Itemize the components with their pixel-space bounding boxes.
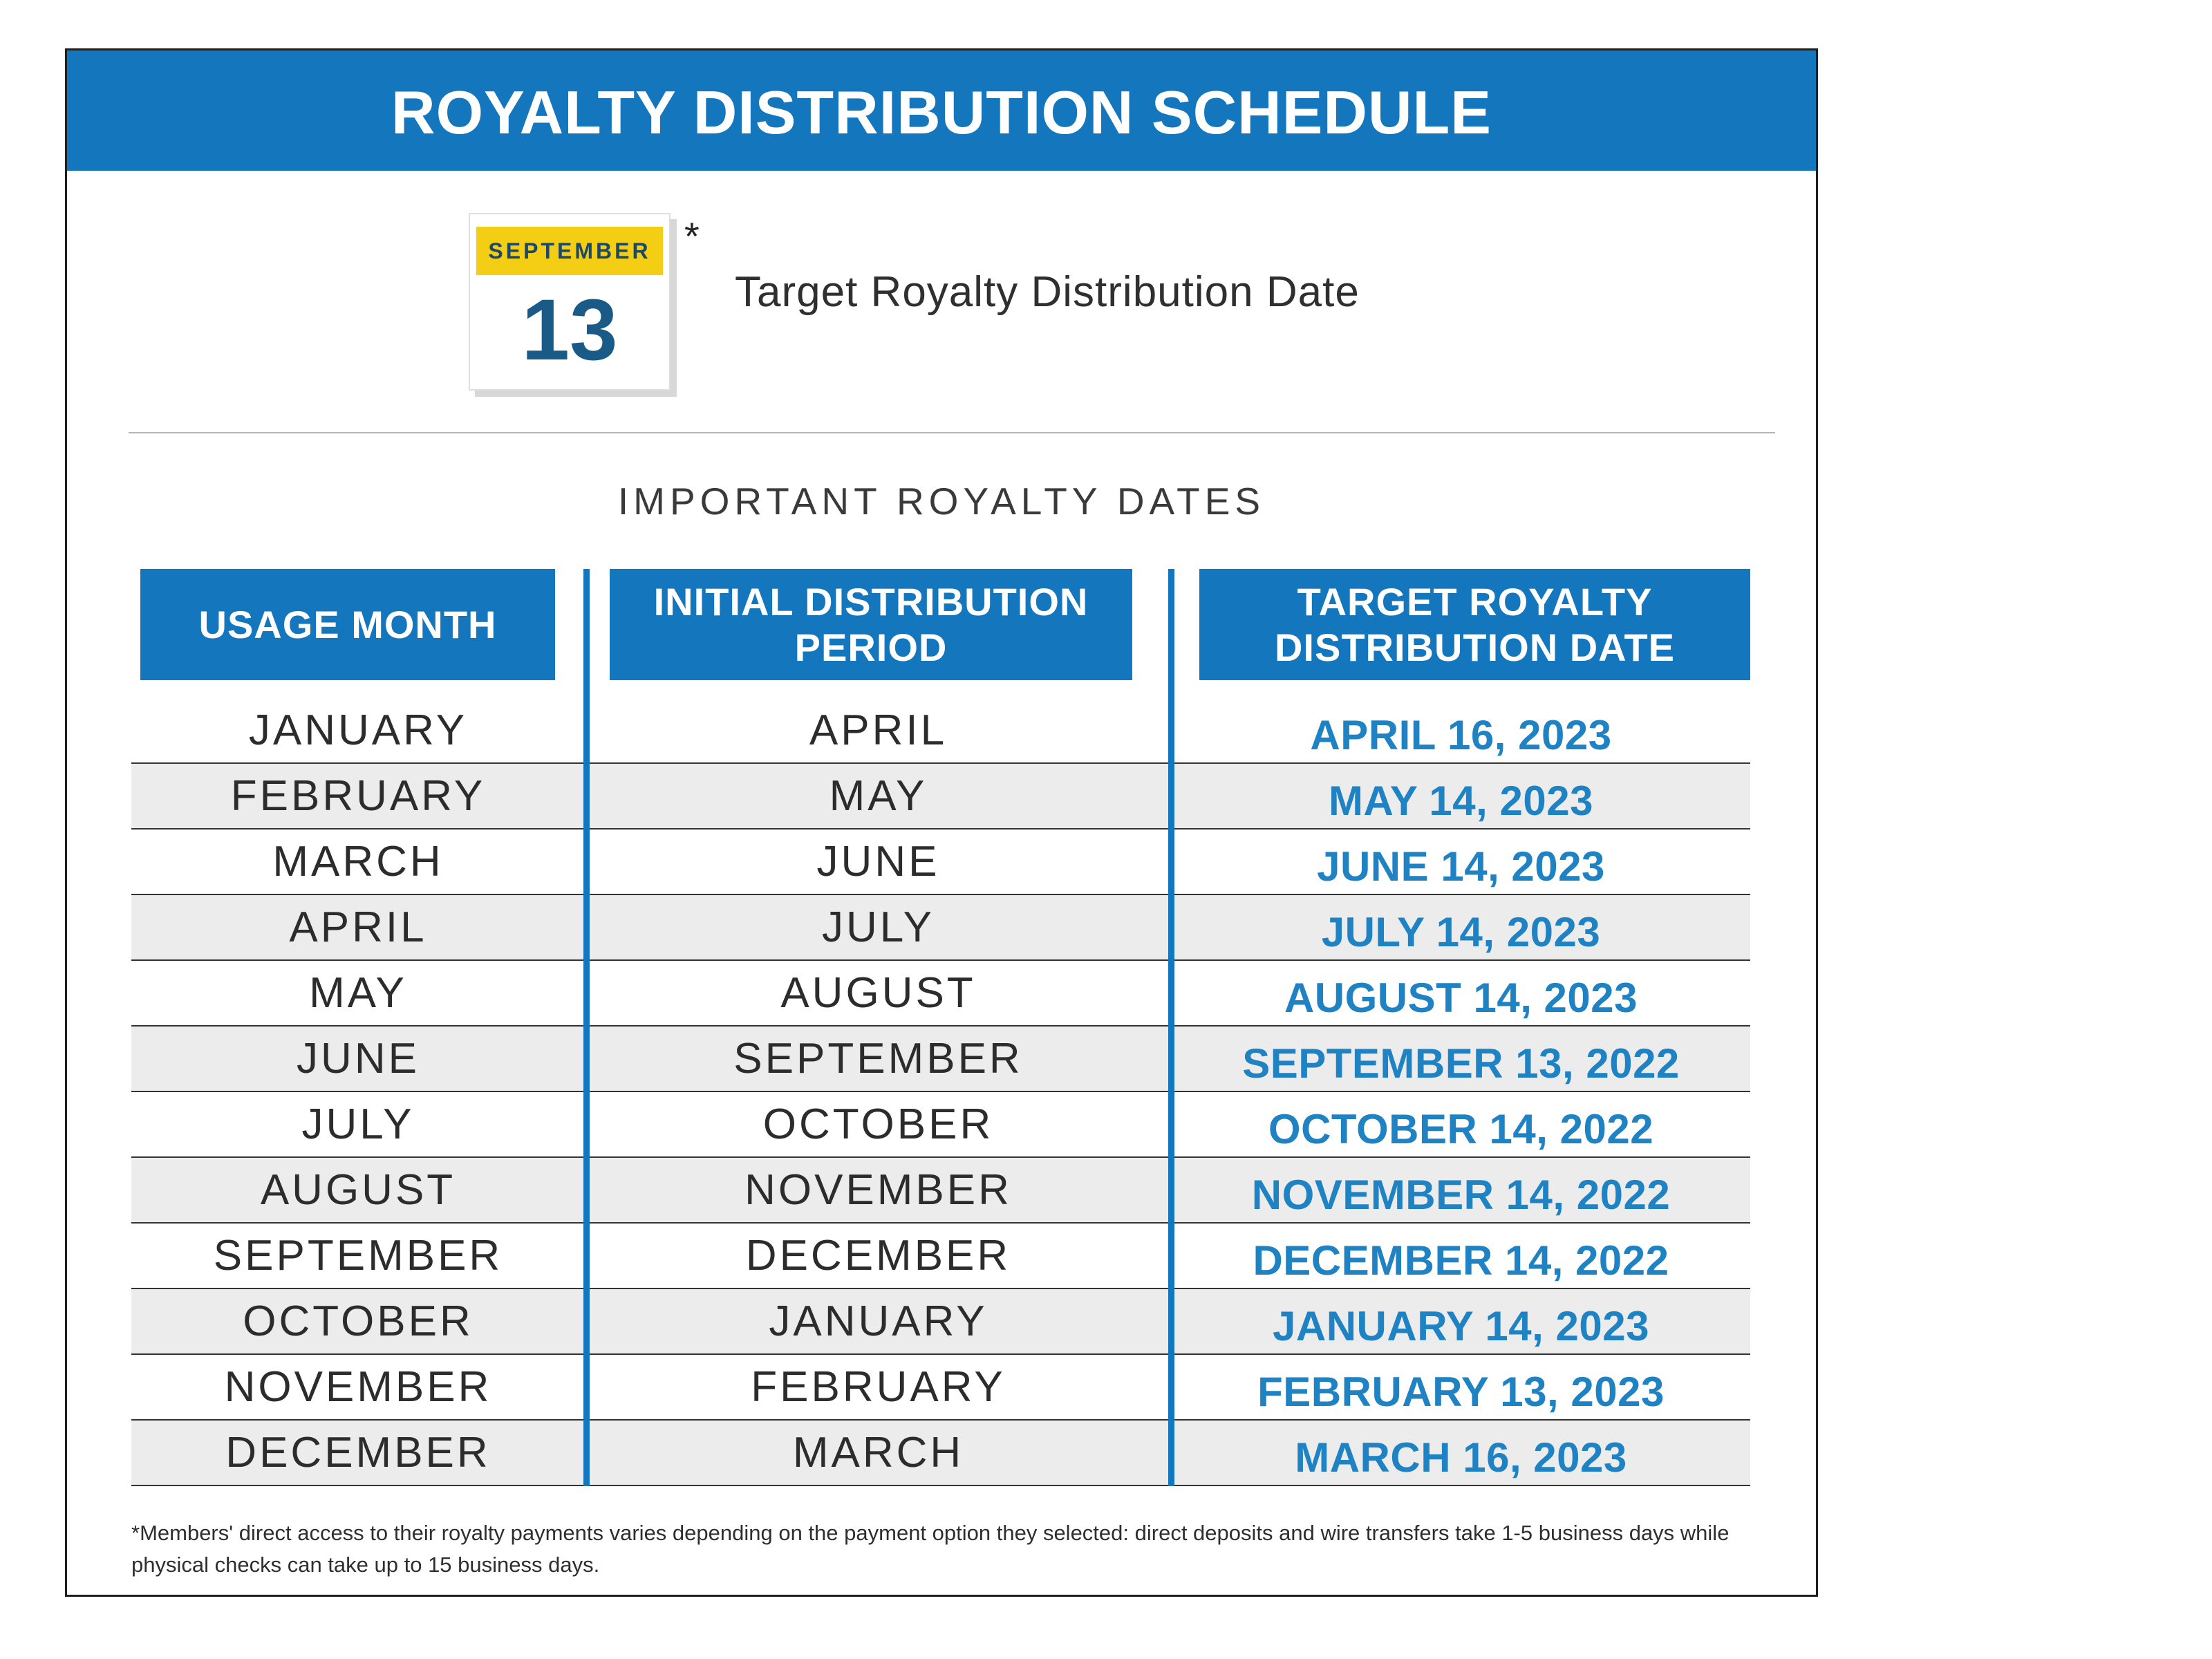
- usage-month-cell: OCTOBER: [243, 1297, 474, 1345]
- usage-month-cell: DECEMBER: [225, 1429, 491, 1477]
- calendar-day: 13: [521, 282, 618, 378]
- usage-month-cell: JANUARY: [248, 706, 468, 754]
- usage-month-cell: FEBRUARY: [230, 772, 486, 820]
- initial-distribution-period-cell: MAY: [829, 772, 928, 820]
- column-divider: [583, 569, 590, 1486]
- initial-distribution-period-cell: NOVEMBER: [744, 1166, 1012, 1214]
- usage-month-cell: MAY: [309, 969, 407, 1017]
- target-date-cell: MARCH 16, 2023: [1295, 1434, 1627, 1481]
- target-date-cell: OCTOBER 14, 2022: [1268, 1106, 1654, 1152]
- column-header-target-royalty-distribution-date: TARGET ROYALTY DISTRIBUTION DATE: [1199, 569, 1750, 680]
- initial-distribution-period-cell: SEPTEMBER: [733, 1035, 1023, 1082]
- initial-distribution-period-cell: MARCH: [792, 1429, 964, 1477]
- initial-distribution-period-cell: JULY: [821, 903, 935, 951]
- usage-month-cell: NOVEMBER: [224, 1363, 492, 1411]
- target-date-cell: DECEMBER 14, 2022: [1253, 1237, 1669, 1284]
- target-date-cell: MAY 14, 2023: [1329, 778, 1593, 824]
- table-row: SEPTEMBER DECEMBER DECEMBER 14, 2022: [131, 1224, 1750, 1289]
- table-row: MARCH JUNE JUNE 14, 2023: [131, 830, 1750, 895]
- column-header-usage-month: USAGE MONTH: [140, 569, 555, 680]
- initial-distribution-period-cell: JUNE: [816, 838, 940, 885]
- target-date-cell: FEBRUARY 13, 2023: [1257, 1369, 1665, 1415]
- initial-distribution-period-cell: APRIL: [809, 706, 948, 754]
- footnote: *Members' direct access to their royalty…: [131, 1521, 1730, 1577]
- table-row: AUGUST NOVEMBER NOVEMBER 14, 2022: [131, 1158, 1750, 1224]
- table-row: FEBRUARY MAY MAY 14, 2023: [131, 764, 1750, 830]
- target-date-cell: AUGUST 14, 2023: [1284, 975, 1638, 1021]
- usage-month-cell: MARCH: [272, 838, 444, 885]
- column-header-initial-distribution-period: INITIAL DISTRIBUTION PERIOD: [610, 569, 1132, 680]
- target-date-cell: NOVEMBER 14, 2022: [1251, 1172, 1671, 1218]
- asterisk-marker: *: [684, 214, 700, 258]
- table-row: JANUARY APRIL APRIL 16, 2023: [131, 698, 1750, 764]
- usage-month-cell: AUGUST: [260, 1166, 456, 1214]
- section-divider: [129, 432, 1775, 433]
- target-date-cell: JANUARY 14, 2023: [1273, 1303, 1649, 1349]
- table-row: APRIL JULY JULY 14, 2023: [131, 895, 1750, 961]
- table-row: JUNE SEPTEMBER SEPTEMBER 13, 2022: [131, 1027, 1750, 1092]
- table-row: NOVEMBER FEBRUARY FEBRUARY 13, 2023: [131, 1355, 1750, 1421]
- target-date-cell: JULY 14, 2023: [1321, 909, 1601, 955]
- schedule-card: ROYALTY DISTRIBUTION SCHEDULE SEPTEMBER …: [65, 48, 1818, 1597]
- usage-month-cell: SEPTEMBER: [213, 1232, 503, 1280]
- initial-distribution-period-cell: JANUARY: [769, 1297, 988, 1345]
- table-row: DECEMBER MARCH MARCH 16, 2023: [131, 1421, 1750, 1486]
- calendar-month-band: SEPTEMBER: [476, 227, 663, 275]
- table-rows: JANUARY APRIL APRIL 16, 2023 FEBRUARY MAY MAY…: [131, 698, 1750, 1486]
- usage-month-cell: APRIL: [289, 903, 427, 951]
- calendar-widget: SEPTEMBER 13: [469, 213, 671, 391]
- target-date-label: Target Royalty Distribution Date: [735, 268, 1360, 316]
- title-band: ROYALTY DISTRIBUTION SCHEDULE: [67, 50, 1816, 171]
- initial-distribution-period-cell: FEBRUARY: [751, 1363, 1006, 1411]
- table-row: OCTOBER JANUARY JANUARY 14, 2023: [131, 1289, 1750, 1355]
- section-heading: IMPORTANT ROYALTY DATES: [617, 480, 1266, 523]
- usage-month-cell: JUNE: [297, 1035, 420, 1082]
- column-divider: [1168, 569, 1174, 1486]
- table-row: JULY OCTOBER OCTOBER 14, 2022: [131, 1092, 1750, 1158]
- initial-distribution-period-cell: OCTOBER: [762, 1100, 994, 1148]
- page-title: ROYALTY DISTRIBUTION SCHEDULE: [391, 78, 1492, 147]
- target-date-cell: APRIL 16, 2023: [1310, 712, 1612, 758]
- target-date-cell: JUNE 14, 2023: [1317, 843, 1605, 890]
- target-date-cell: SEPTEMBER 13, 2022: [1242, 1040, 1680, 1087]
- initial-distribution-period-cell: AUGUST: [780, 969, 976, 1017]
- usage-month-cell: JULY: [301, 1100, 415, 1148]
- table-row: MAY AUGUST AUGUST 14, 2023: [131, 961, 1750, 1027]
- initial-distribution-period-cell: DECEMBER: [745, 1232, 1011, 1280]
